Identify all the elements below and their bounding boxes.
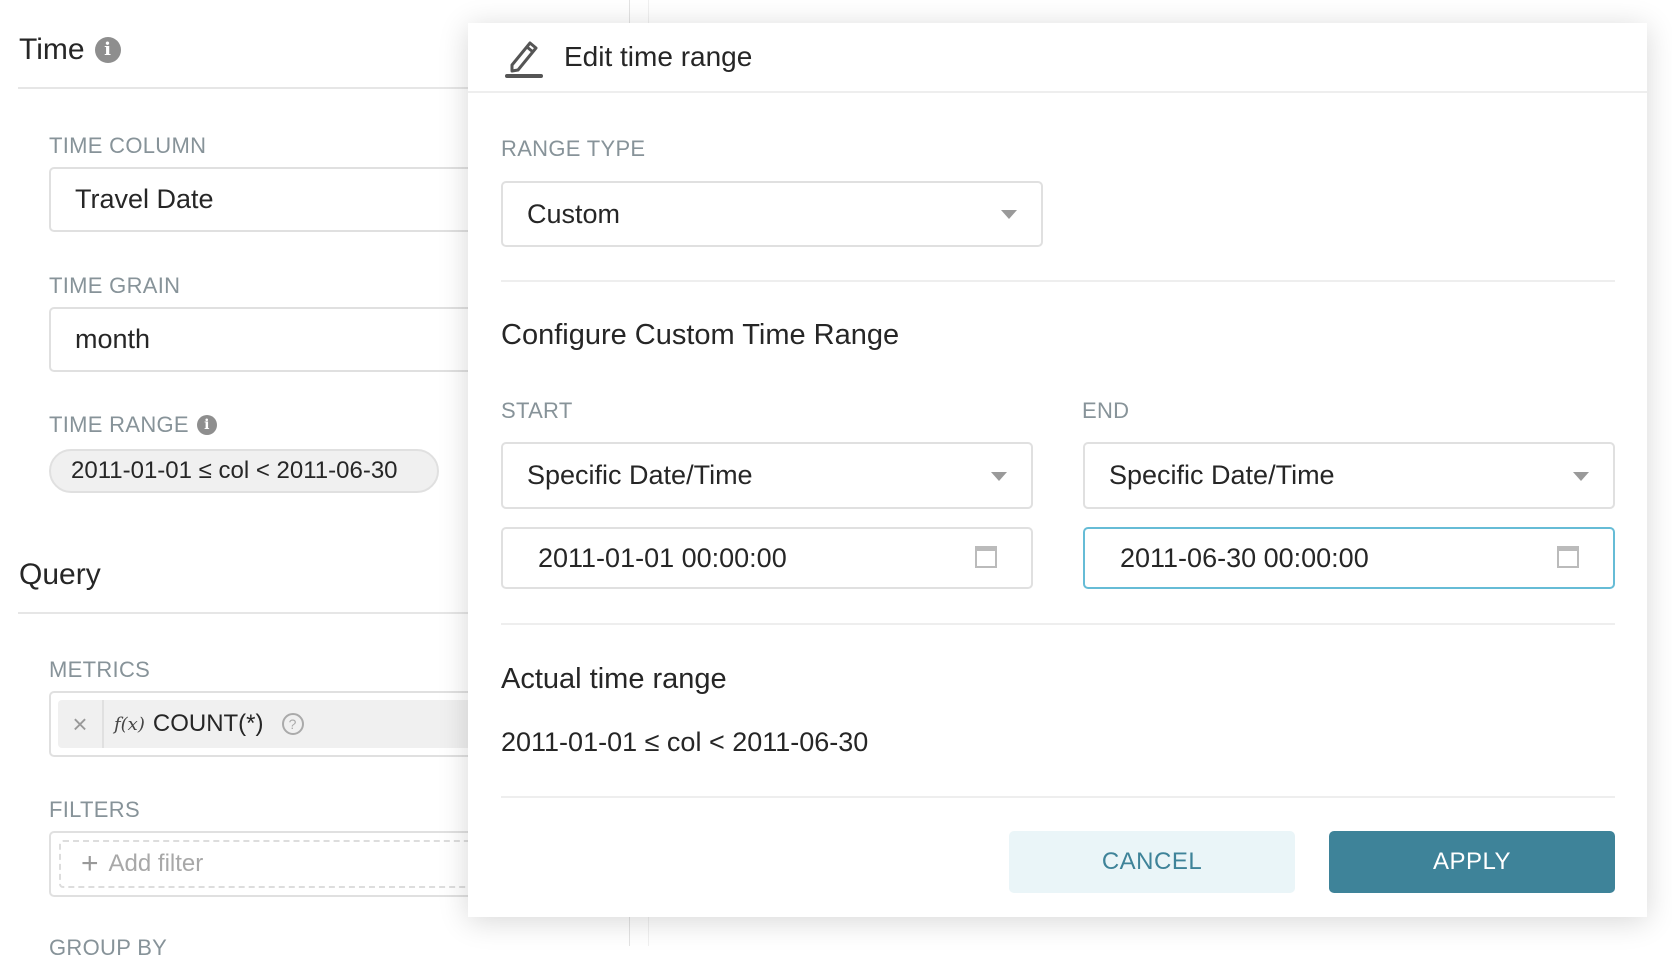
divider: [501, 280, 1615, 282]
start-date-input[interactable]: 2011-01-01 00:00:00: [501, 527, 1033, 589]
divider: [501, 796, 1615, 798]
help-icon[interactable]: ?: [281, 713, 304, 735]
calendar-icon[interactable]: [975, 546, 997, 568]
start-mode-select[interactable]: Specific Date/Time: [501, 442, 1033, 509]
time-range-label: TIME RANGE i: [49, 412, 217, 438]
modal-title: Edit time range: [564, 41, 753, 72]
query-section-title: Query: [19, 558, 101, 591]
section-divider: [18, 612, 478, 614]
time-column-select[interactable]: Travel Date: [49, 167, 489, 232]
info-icon[interactable]: i: [94, 37, 121, 63]
section-divider: [18, 87, 478, 89]
start-label: START: [501, 398, 573, 423]
configure-title: Configure Custom Time Range: [501, 319, 900, 351]
end-mode-select[interactable]: Specific Date/Time: [1083, 442, 1615, 509]
end-label: END: [1082, 398, 1130, 423]
chevron-down-icon: [1573, 471, 1589, 481]
chevron-down-icon: [991, 471, 1007, 481]
pencil-icon: [505, 41, 543, 78]
end-date-input[interactable]: 2011-06-30 00:00:00: [1083, 527, 1615, 589]
edit-time-range-popover: Edit time range RANGE TYPE Custom Config…: [468, 23, 1647, 917]
group-by-label: GROUP BY: [49, 935, 168, 960]
time-grain-label: TIME GRAIN: [49, 273, 181, 298]
add-filter-button[interactable]: + Add filter: [59, 840, 479, 888]
time-range-pill[interactable]: 2011-01-01 ≤ col < 2011-06-30: [49, 449, 439, 493]
chevron-down-icon: [1001, 210, 1017, 219]
metrics-label: METRICS: [49, 657, 151, 682]
time-section-title: Time i: [19, 33, 121, 67]
cancel-button[interactable]: CANCEL: [1009, 831, 1295, 893]
plus-icon: +: [81, 847, 99, 880]
time-column-label: TIME COLUMN: [49, 133, 207, 158]
divider: [501, 623, 1615, 625]
apply-button[interactable]: APPLY: [1329, 831, 1615, 893]
info-icon[interactable]: i: [196, 415, 217, 435]
filters-label: FILTERS: [49, 797, 140, 822]
metric-chip[interactable]: × f(x) COUNT(*) ?: [58, 700, 478, 748]
range-type-select[interactable]: Custom: [501, 181, 1043, 247]
calendar-icon[interactable]: [1557, 546, 1579, 568]
modal-header: Edit time range: [468, 23, 1647, 93]
time-grain-select[interactable]: month: [49, 307, 489, 372]
range-type-label: RANGE TYPE: [501, 136, 646, 161]
function-icon: f(x): [114, 713, 145, 735]
actual-time-range-value: 2011-01-01 ≤ col < 2011-06-30: [501, 727, 869, 757]
remove-icon[interactable]: ×: [58, 700, 104, 748]
actual-time-range-title: Actual time range: [501, 663, 727, 695]
